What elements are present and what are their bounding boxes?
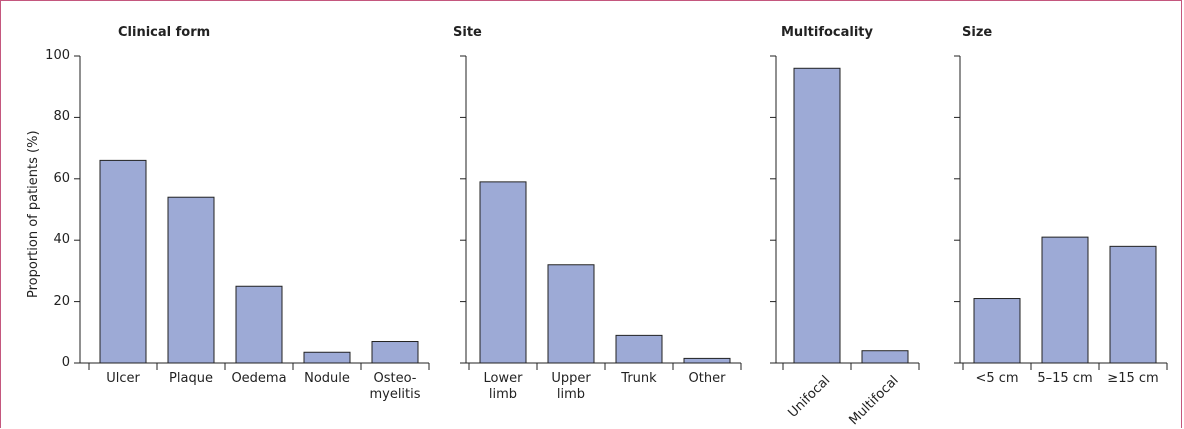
y-tick-label: 0	[61, 355, 70, 370]
bar	[235, 285, 283, 364]
bar	[1041, 236, 1089, 364]
bar	[371, 341, 419, 364]
x-tick-label: Plaque	[169, 371, 213, 386]
bar	[615, 334, 663, 364]
x-tick-label: Osteo- myelitis	[369, 371, 421, 402]
panel-title: Multifocality	[781, 25, 873, 40]
bar	[479, 181, 527, 364]
bar	[303, 351, 351, 364]
panel-title: Site	[453, 25, 482, 40]
x-tick-label: Lower limb	[483, 371, 523, 402]
y-tick-label: 80	[53, 109, 70, 125]
x-tick-label: Oedema	[231, 371, 287, 386]
x-tick-label: ≥15 cm	[1107, 371, 1159, 386]
x-tick-label: Ulcer	[106, 371, 140, 386]
bar	[1109, 245, 1157, 364]
y-tick-label: 20	[53, 293, 70, 309]
bar	[861, 350, 909, 364]
x-tick-label: Nodule	[304, 371, 350, 386]
bar	[793, 67, 841, 364]
x-tick-label: Upper limb	[551, 371, 591, 402]
y-axis-label: Proportion of patients (%)	[26, 129, 41, 298]
x-tick-label: <5 cm	[975, 371, 1019, 386]
bar	[167, 196, 215, 364]
bar	[99, 159, 147, 364]
y-tick-label: 40	[53, 232, 70, 248]
x-tick-label: Other	[688, 371, 726, 386]
y-tick-label: 100	[45, 48, 70, 63]
x-tick-label: 5–15 cm	[1037, 371, 1093, 386]
bar	[683, 357, 731, 364]
panel-title: Clinical form	[118, 25, 211, 40]
y-tick-label: 60	[53, 170, 70, 186]
x-tick-label: Trunk	[621, 371, 657, 386]
panel-title: Size	[962, 25, 993, 40]
bar	[973, 298, 1021, 364]
bar	[547, 264, 595, 364]
